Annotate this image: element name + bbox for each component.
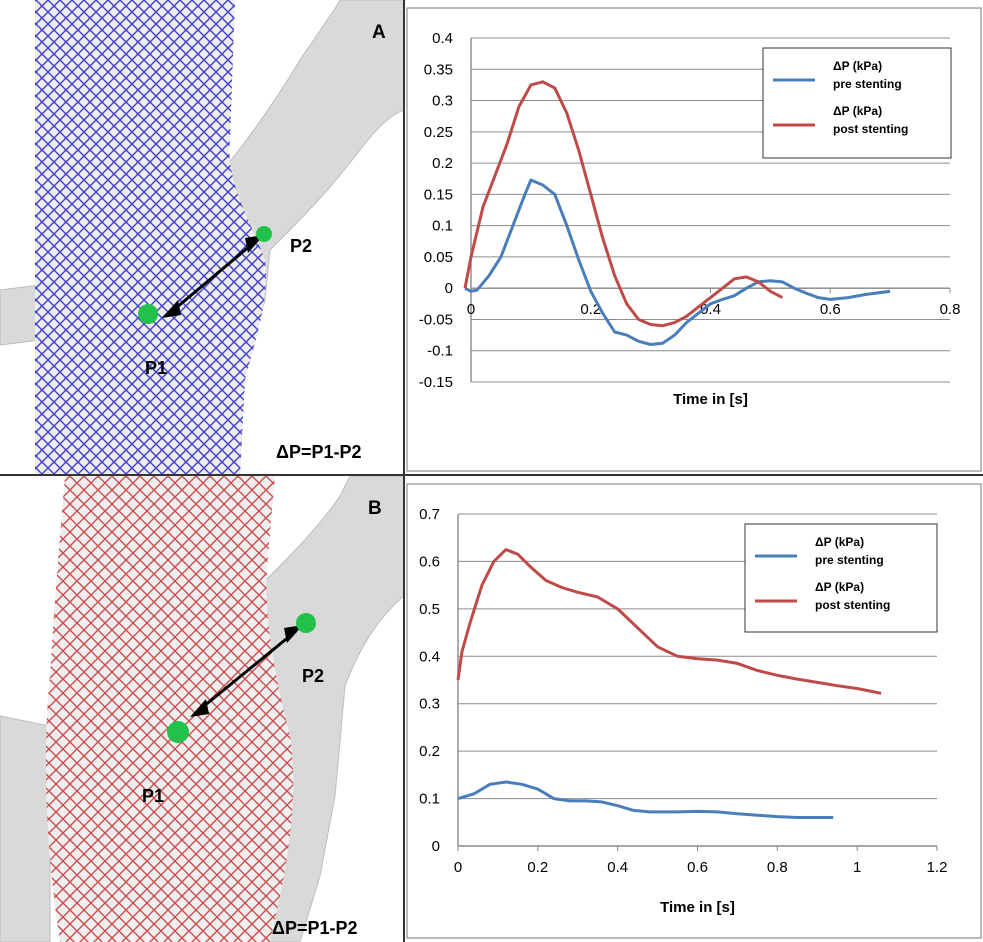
- series-line-pre-stenting: [464, 178, 891, 346]
- chart-b: 0.7 0.6 0.5 0.4 0.3 0.2 0.1 00 0.2 0.4 0.6 0.8 1 1.2 T…: [406, 483, 982, 939]
- y-tick-label: 0.2: [432, 155, 453, 172]
- point-p1-marker-b: [167, 721, 189, 743]
- vessel-side-a: [0, 284, 41, 346]
- x-tick-label: 0.8: [767, 859, 788, 876]
- x-tick-label: 0.2: [580, 301, 601, 318]
- divider-horizontal: [0, 474, 983, 476]
- series-line-post-stenting: [463, 80, 784, 328]
- x-tick-label: 1.2: [927, 859, 948, 876]
- legend-label: ΔP (kPa): [833, 59, 882, 73]
- arrow-b: [197, 629, 297, 713]
- legend-label: ΔP (kPa): [815, 535, 864, 549]
- legend: [762, 47, 952, 159]
- stent-illustration-b: B P2 P1 ΔP=P1-P2: [0, 476, 404, 942]
- point-p2-label-a: P2: [290, 236, 312, 256]
- x-tick-label: 0.6: [687, 859, 708, 876]
- legend-label: post stenting: [833, 122, 908, 136]
- point-p1-label-b: P1: [142, 786, 164, 806]
- point-p1-marker-a: [138, 304, 158, 324]
- panel-label-b: B: [368, 498, 382, 519]
- y-tick-label: 0.4: [419, 648, 440, 665]
- divider-vertical: [403, 0, 405, 942]
- x-tick-label: 0.8: [940, 301, 961, 318]
- x-tick-label: 0: [467, 301, 475, 318]
- y-tick-label: 0.5: [419, 601, 440, 618]
- point-p2-marker-a: [256, 226, 272, 242]
- y-tick-label: 0: [432, 838, 440, 855]
- y-tick-label: 0.2: [419, 743, 440, 760]
- x-tick-label: 0.4: [700, 301, 721, 318]
- x-tick-label: 1: [853, 859, 861, 876]
- x-tick-label: 0.6: [820, 301, 841, 318]
- legend: [744, 523, 938, 633]
- x-axis-label: Time in [s]: [660, 899, 735, 916]
- point-p2-marker-b: [296, 613, 316, 633]
- panel-a-image: A P2 P1 ΔP=P1-P2: [0, 0, 404, 475]
- x-tick-label: 0.4: [607, 859, 628, 876]
- point-p1-label-a: P1: [145, 358, 167, 378]
- legend-label: ΔP (kPa): [815, 580, 864, 594]
- y-tick-label: 0.1: [419, 791, 440, 808]
- y-tick-label: 0.3: [432, 93, 453, 110]
- series-line-post-stenting: [456, 548, 882, 695]
- panel-label-a: A: [372, 22, 386, 43]
- y-tick-label: 0: [445, 280, 453, 297]
- y-tick-label: 0.4: [432, 30, 453, 47]
- chart-a-panel: 0.4 0.35 0.3 0.25 0.2 0.15 0.1 0.05 0 -0.05 -0.1 -0…: [405, 0, 983, 475]
- arrow-a: [169, 238, 258, 315]
- point-p2-label-b: P2: [302, 666, 324, 686]
- x-axis-label: Time in [s]: [673, 391, 748, 408]
- y-tick-label: 0.7: [419, 506, 440, 523]
- y-tick-label: -0.1: [427, 343, 453, 360]
- y-tick-label: 0.05: [424, 249, 453, 266]
- y-tick-label: 0.3: [419, 696, 440, 713]
- y-tick-label: 0.1: [432, 218, 453, 235]
- stent-illustration-a: A P2 P1 ΔP=P1-P2: [0, 0, 404, 475]
- formula-b: ΔP=P1-P2: [272, 918, 357, 938]
- legend-label: post stenting: [815, 598, 890, 612]
- y-tick-label: 0.35: [424, 61, 453, 78]
- legend-label: pre stenting: [833, 77, 902, 91]
- x-tick-label: 0.2: [527, 859, 548, 876]
- y-tick-label: -0.05: [419, 311, 453, 328]
- y-tick-label: -0.15: [419, 374, 453, 391]
- panel-b-image: B P2 P1 ΔP=P1-P2: [0, 476, 404, 942]
- x-tick-label: 0: [454, 859, 462, 876]
- series-line-pre-stenting: [457, 780, 834, 819]
- y-tick-label: 0.25: [424, 124, 453, 141]
- formula-a: ΔP=P1-P2: [276, 442, 361, 462]
- legend-label: pre stenting: [815, 553, 884, 567]
- vessel-side-b: [0, 715, 51, 942]
- legend-label: ΔP (kPa): [833, 104, 882, 118]
- chart-b-panel: 0.7 0.6 0.5 0.4 0.3 0.2 0.1 0 0 0.2 0.4 0.6 0.8 1 1.2 T…: [405, 476, 983, 942]
- y-tick-label: 0.15: [424, 186, 453, 203]
- chart-a: 0.4 0.35 0.3 0.25 0.2 0.15 0.1 0.05 0 -0.05 -0.1 -0…: [406, 7, 982, 472]
- y-tick-label: 0.6: [419, 553, 440, 570]
